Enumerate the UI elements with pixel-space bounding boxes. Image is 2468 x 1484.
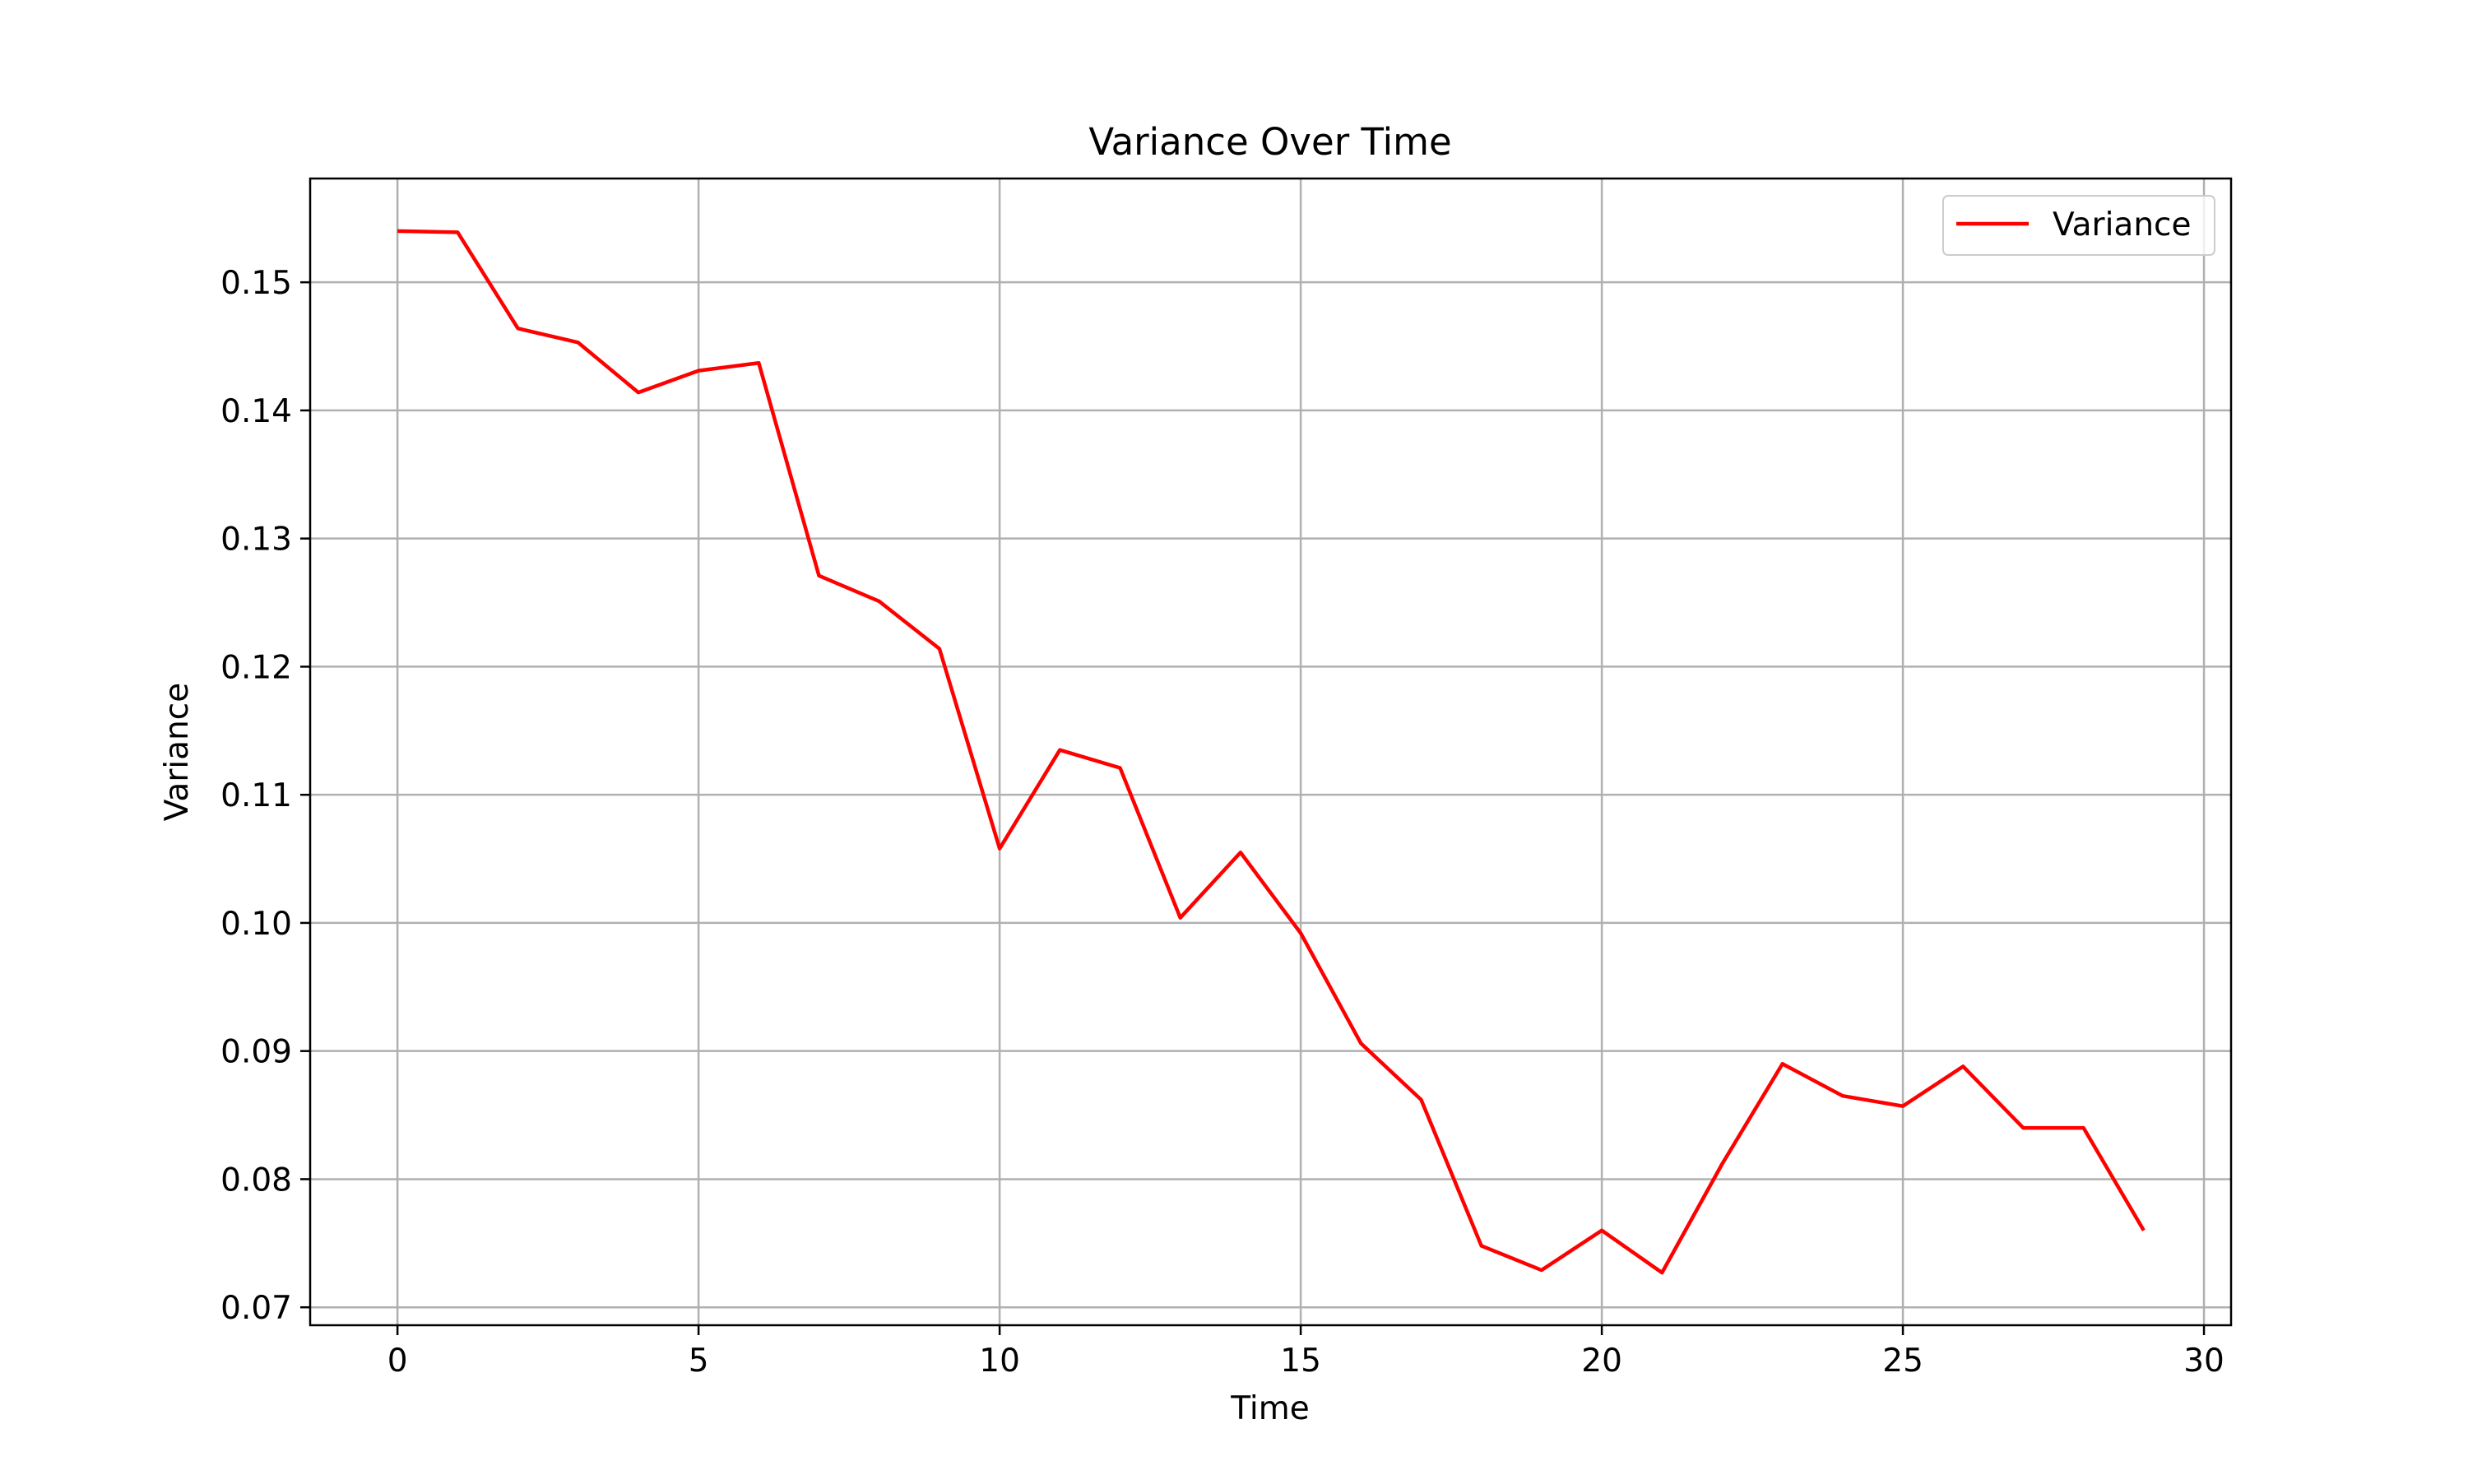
legend: Variance	[1942, 195, 2215, 256]
x-tick-label: 10	[979, 1343, 1020, 1380]
data-point	[2081, 1126, 2085, 1129]
x-axis-label: Time	[1230, 1390, 1309, 1427]
series-layer	[396, 229, 2146, 1275]
x-tick-label: 20	[1581, 1343, 1622, 1380]
legend-box	[1942, 195, 2215, 256]
series-line-0	[397, 229, 2146, 1275]
data-point	[1660, 1271, 1663, 1274]
data-point	[456, 230, 459, 234]
data-point	[1901, 1104, 1904, 1107]
plot-frame	[308, 177, 2233, 1327]
data-point	[938, 647, 941, 650]
data-point	[878, 600, 881, 603]
x-tick-label: 25	[1882, 1343, 1923, 1380]
data-point	[998, 846, 1001, 850]
data-point	[1720, 1162, 1723, 1166]
data-point	[1179, 916, 1182, 920]
y-tick-label: 0.08	[220, 1162, 292, 1199]
chart-title: Variance Over Time	[1088, 120, 1451, 164]
grid-lines	[310, 179, 2231, 1325]
data-point	[1961, 1064, 1965, 1068]
data-point	[516, 327, 519, 330]
data-point	[1118, 766, 1121, 769]
data-point	[757, 361, 760, 364]
y-axis: 0.07 0.08 0.09 0.10 0.11 0.12 0.13 0.14 0.15	[220, 265, 310, 1327]
data-point	[1780, 1062, 1784, 1065]
data-point	[1058, 748, 1061, 751]
y-tick-label: 0.13	[220, 522, 292, 559]
y-tick-label: 0.07	[220, 1290, 292, 1327]
data-point	[1419, 1098, 1422, 1101]
y-tick-label: 0.10	[220, 906, 292, 943]
y-tick-label: 0.12	[220, 649, 292, 686]
data-point	[396, 230, 399, 233]
data-point	[577, 341, 580, 344]
x-tick-label: 0	[387, 1343, 408, 1380]
x-tick-label: 30	[2183, 1343, 2224, 1380]
data-point	[697, 369, 700, 372]
data-point	[817, 574, 820, 577]
x-tick-label: 5	[689, 1343, 709, 1380]
y-tick-label: 0.11	[220, 777, 292, 814]
data-point	[1239, 851, 1242, 854]
data-point	[1479, 1244, 1482, 1247]
data-point	[2142, 1229, 2146, 1232]
x-tick-label: 15	[1280, 1343, 1321, 1380]
data-point	[637, 391, 640, 394]
data-point	[1841, 1094, 1844, 1097]
data-point	[2021, 1126, 2025, 1129]
y-axis-label: Variance	[159, 683, 196, 821]
x-axis: 0 5 10 15 20 25 30	[387, 1325, 2224, 1380]
y-tick-label: 0.15	[220, 265, 292, 302]
data-point	[1299, 931, 1302, 934]
data-point	[1600, 1229, 1603, 1232]
legend-label: Variance	[2053, 206, 2191, 243]
y-tick-label: 0.09	[220, 1034, 292, 1071]
data-point	[1359, 1041, 1362, 1045]
data-point	[1540, 1268, 1543, 1272]
y-tick-label: 0.14	[220, 393, 292, 430]
